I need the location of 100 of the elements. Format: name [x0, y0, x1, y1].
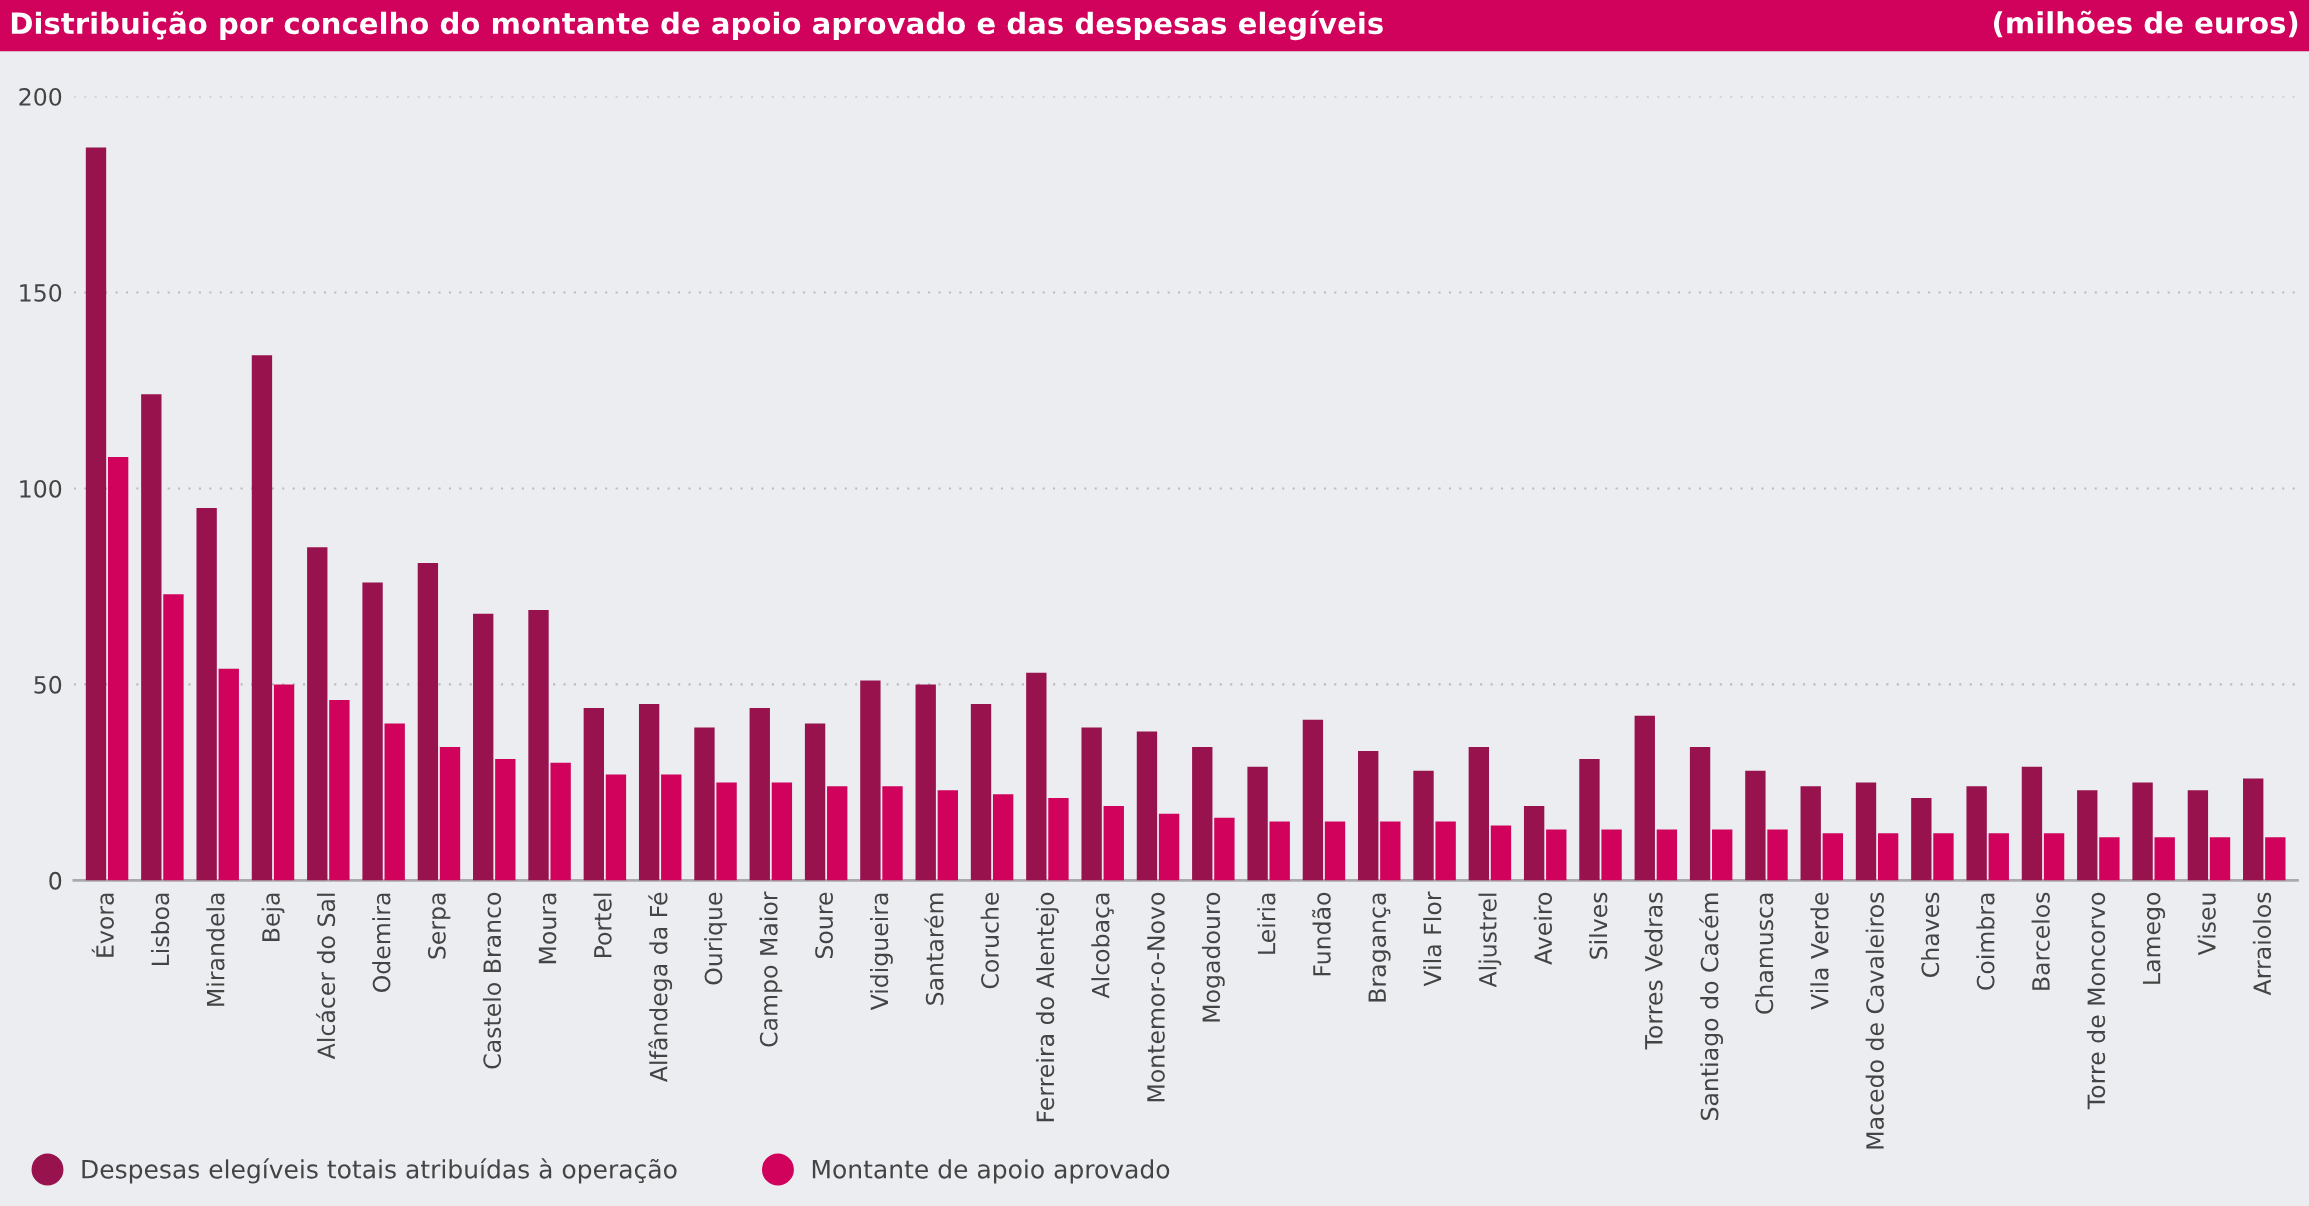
bar [2099, 837, 2120, 881]
x-tick-label: Torre de Moncorvo [2086, 892, 2106, 1110]
x-tick-label: Vila Flor [1423, 891, 1442, 987]
bar [2077, 790, 2098, 881]
x-tick-label: Chaves [1920, 892, 1940, 977]
x-tick-label: Silves [1589, 892, 1608, 959]
bar [273, 684, 295, 881]
bar [882, 786, 903, 881]
bar [1358, 751, 1379, 881]
x-tick-label: Lamego [2142, 892, 2166, 984]
x-tick-label: Alcobaça [1091, 893, 1114, 999]
bar [1911, 798, 1932, 881]
x-tick-label: Aveiro [1533, 892, 1553, 965]
x-tick-label: Soure [815, 892, 833, 959]
y-tick-label: 100 [20, 479, 62, 498]
x-tick-label: Beja [261, 893, 285, 941]
y-tick-label: 50 [34, 675, 62, 694]
bar [251, 355, 273, 881]
bar [915, 684, 936, 881]
x-tick-label: Coimbra [1976, 893, 1995, 990]
bar [1048, 798, 1069, 881]
bar [1877, 833, 1899, 881]
bar [1601, 829, 1622, 881]
bar [2209, 837, 2231, 881]
x-tick-label: Mogadouro [1201, 892, 1225, 1022]
bar [329, 700, 350, 881]
bar [417, 562, 439, 881]
bar [661, 774, 682, 881]
legend-label: Despesas elegíveis totais atribuídas à operação [82, 1158, 677, 1184]
x-tick-label: Santarém [924, 893, 944, 1005]
bar [1026, 672, 1047, 881]
x-tick-label: Ourique [704, 892, 727, 985]
bar [716, 782, 737, 881]
bar [1933, 833, 1954, 881]
x-tick-label: Barcelos [2031, 892, 2050, 990]
bar [1103, 805, 1124, 881]
x-tick-label: Mirandela [206, 893, 225, 1006]
bar [163, 594, 184, 881]
bar [1579, 758, 1600, 881]
x-tick-label: Macedo de Cavaleiros [1865, 892, 1884, 1149]
x-tick-label: Vidigueira [870, 893, 893, 1011]
y-tick-label: 150 [20, 283, 62, 302]
bar [1380, 821, 1401, 881]
bar [605, 774, 627, 881]
bar [1689, 747, 1711, 881]
bar [1247, 766, 1268, 881]
bar [1712, 829, 1733, 881]
x-tick-label: Torres Vedras [1644, 892, 1663, 1050]
bar [1269, 821, 1290, 881]
bar [1745, 770, 1766, 881]
bar [583, 707, 604, 881]
x-tick-label: Évora [91, 893, 114, 957]
bar [992, 794, 1014, 881]
bar [1413, 770, 1434, 881]
y-tick-label: 0 [49, 871, 62, 890]
bar [1546, 829, 1567, 881]
bar [1302, 719, 1324, 881]
x-tick-label: Serpa [427, 893, 451, 959]
bar [1324, 821, 1346, 881]
bar [860, 680, 881, 881]
bar [1634, 715, 1655, 881]
bar [1988, 833, 2009, 881]
x-tick-label: Viseu [2197, 893, 2216, 956]
x-tick-label: Lisboa [150, 893, 170, 966]
bar [218, 668, 239, 881]
bar [473, 613, 494, 881]
bar [384, 723, 405, 881]
bar [1081, 727, 1102, 881]
bar [2021, 766, 2043, 881]
bar [2043, 833, 2065, 881]
x-tick-label: Vila Verde [1810, 892, 1829, 1010]
bar [1435, 821, 1456, 881]
bar [1800, 786, 1821, 881]
bar [1767, 829, 1788, 881]
bar [2154, 837, 2175, 881]
x-tick-label: Chamusca [1755, 893, 1774, 1014]
x-tick-label: Leiria [1257, 893, 1276, 954]
bar [2132, 782, 2153, 881]
x-tick-label: Ferreira do Alentejo [1035, 892, 1059, 1122]
bar [2187, 790, 2209, 881]
bar [528, 609, 549, 881]
x-tick-label: Odemira [372, 893, 391, 992]
bar [937, 790, 958, 881]
bar [2265, 837, 2286, 881]
bar [638, 704, 660, 881]
bar [1214, 817, 1235, 881]
bar [804, 723, 826, 881]
bar [749, 707, 770, 881]
bar [694, 727, 715, 881]
x-tick-label: Montemor-o-Novo [1147, 892, 1165, 1102]
bar [439, 747, 461, 881]
x-tick-label: Aljustrel [1478, 893, 1502, 988]
x-tick-label: Bragança [1368, 893, 1391, 1002]
bar [362, 582, 383, 881]
bar [1136, 731, 1158, 881]
bar [771, 782, 793, 881]
x-tick-label: Portel [593, 893, 612, 958]
bar [1656, 829, 1678, 881]
legend-label: Montante de apoio aprovado [812, 1159, 1170, 1184]
x-tick-label: Coruche [980, 892, 999, 989]
